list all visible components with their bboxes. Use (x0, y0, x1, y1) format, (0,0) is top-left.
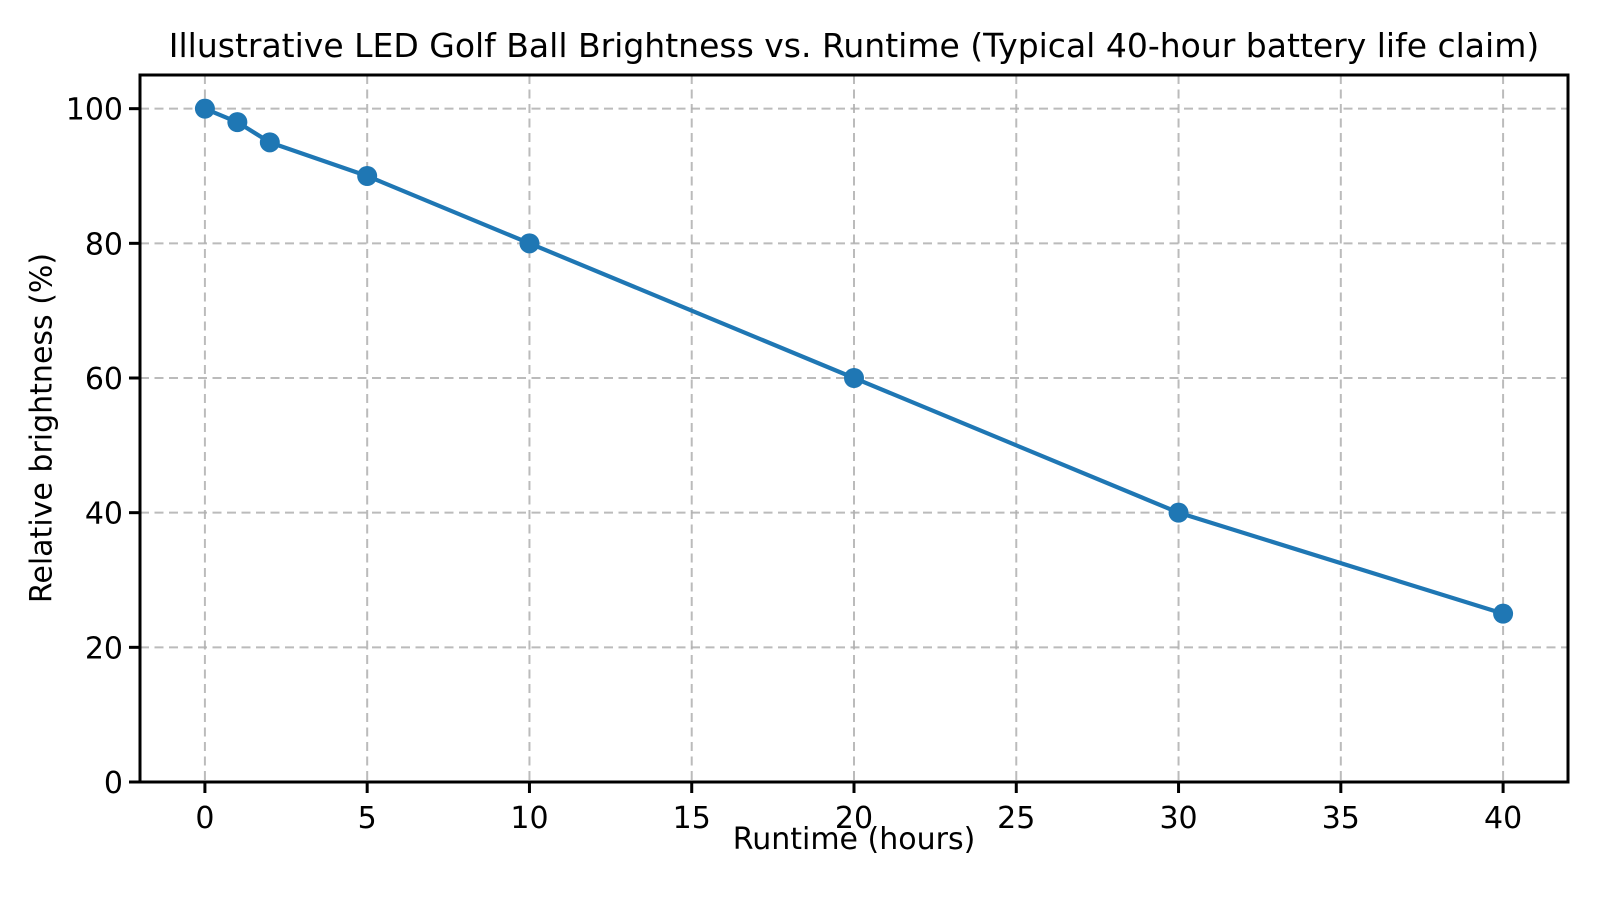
y-tick-label: 40 (85, 497, 123, 532)
x-tick-label: 20 (835, 801, 873, 836)
plot-border (138, 73, 1570, 784)
chart-title: Illustrative LED Golf Ball Brightness vs… (168, 26, 1540, 65)
y-tick-label: 0 (104, 766, 123, 801)
data-point (844, 368, 864, 388)
data-point (1168, 502, 1189, 523)
x-tick-label: 35 (1322, 801, 1360, 836)
x-tick-label: 30 (1159, 801, 1197, 836)
data-point (519, 233, 540, 254)
x-tick-label: 10 (510, 801, 548, 836)
x-tick-label: 15 (673, 801, 711, 836)
data-point (259, 132, 280, 153)
y-tick-label: 60 (85, 362, 123, 397)
data-point (227, 112, 248, 133)
x-tick-label: 40 (1484, 801, 1522, 836)
x-tick-label: 25 (997, 801, 1035, 836)
x-tick-label: 5 (358, 801, 377, 836)
y-tick-label: 80 (85, 227, 123, 262)
data-point (1493, 603, 1514, 624)
y-axis-label: Relative brightness (%) (24, 252, 60, 604)
y-tick-label: 100 (66, 93, 123, 128)
data-point (194, 98, 215, 119)
x-tick-label: 0 (195, 801, 214, 836)
y-tick-label: 20 (85, 631, 123, 666)
x-axis-label: Runtime (hours) (732, 822, 976, 857)
data-point (357, 166, 378, 186)
